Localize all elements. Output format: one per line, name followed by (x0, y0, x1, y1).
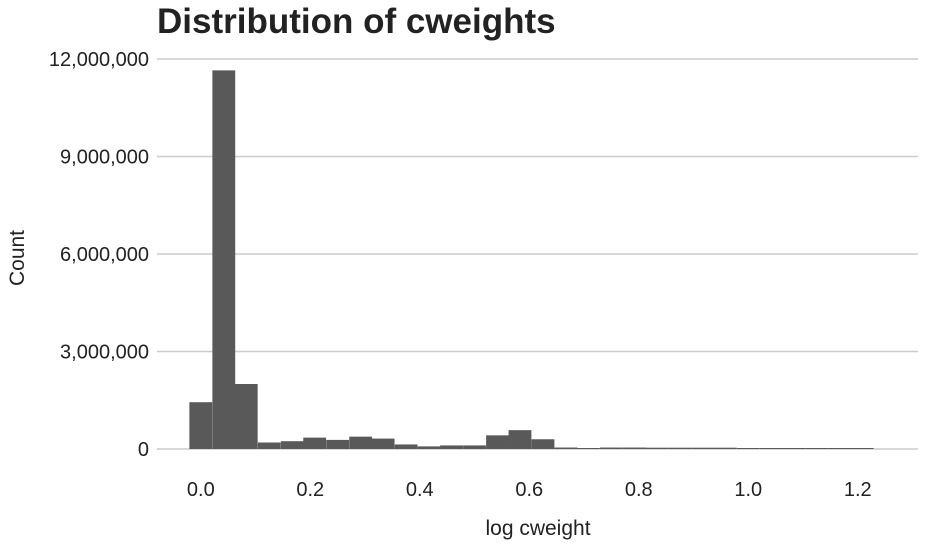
x-tick-label: 0.6 (515, 479, 543, 501)
x-tick-label: 0.8 (625, 479, 653, 501)
histogram-bar (303, 437, 327, 449)
histogram-bar (440, 445, 463, 449)
histogram-bar (394, 444, 418, 449)
y-tick-label: 6,000,000 (60, 244, 149, 266)
histogram-bars (189, 70, 874, 449)
x-tick-label: 0.2 (296, 479, 324, 501)
histogram-bar (599, 447, 623, 449)
histogram-bar (828, 448, 852, 449)
histogram-bar (189, 402, 213, 449)
histogram-bar (736, 448, 760, 449)
histogram-bar (486, 435, 509, 449)
y-axis-title: Count (6, 230, 29, 286)
y-tick-label: 0 (138, 439, 149, 461)
histogram-bar (645, 447, 669, 449)
histogram-bar (212, 70, 236, 449)
histogram-bar (554, 447, 578, 449)
histogram-bar (257, 442, 281, 449)
histogram-bar (349, 436, 373, 449)
histogram-bar (691, 447, 715, 449)
grid-lines (157, 58, 918, 450)
y-tick-label: 3,000,000 (60, 342, 149, 364)
histogram-bar (371, 438, 395, 449)
histogram-bar (463, 445, 486, 449)
histogram-bar (280, 441, 304, 449)
histogram-bar (805, 448, 829, 449)
x-tick-label: 1.0 (734, 479, 762, 501)
x-axis-ticks: 0.0 0.2 0.4 0.6 0.8 1.0 1.2 (187, 479, 872, 501)
histogram-bar (531, 439, 555, 449)
y-tick-label: 12,000,000 (49, 49, 149, 71)
y-tick-label: 9,000,000 (60, 147, 149, 169)
histogram-bar (622, 447, 646, 449)
x-tick-label: 0.4 (406, 479, 434, 501)
x-axis-title: log cweight (485, 517, 590, 540)
histogram-bar (326, 439, 350, 449)
histogram-bar (417, 446, 441, 449)
histogram-bar (668, 447, 692, 449)
histogram-bar (782, 448, 806, 449)
histogram-bar (508, 430, 532, 449)
histogram-bar (759, 448, 783, 449)
y-axis-ticks: 0 3,000,000 6,000,000 9,000,000 12,000,000 (49, 49, 149, 461)
histogram-bar (713, 447, 737, 449)
histogram-bar (234, 384, 258, 449)
histogram-bar (850, 448, 874, 449)
chart-title: Distribution of cweights (157, 2, 556, 41)
x-tick-label: 1.2 (844, 479, 872, 501)
histogram-bar (577, 448, 600, 449)
x-tick-label: 0.0 (187, 479, 215, 501)
